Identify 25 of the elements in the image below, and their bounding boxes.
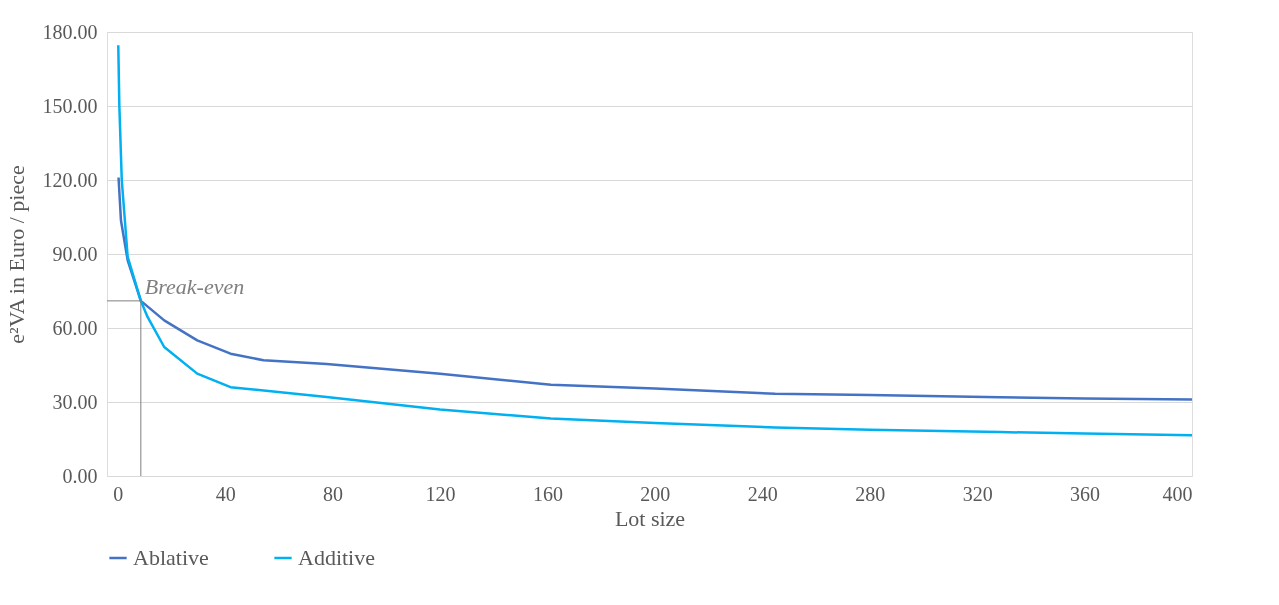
y-tick-label: 90.00 (52, 242, 98, 265)
x-tick-label: 280 (855, 482, 886, 505)
x-tick-label: 120 (425, 482, 456, 505)
x-tick-label: 40 (215, 482, 236, 505)
x-tick-label: 320 (962, 482, 993, 505)
x-tick-label: 360 (1070, 482, 1101, 505)
y-tick-label: 60.00 (52, 316, 98, 339)
annotation: Break-even (144, 273, 245, 299)
y-tick-label: 120.00 (42, 168, 98, 191)
x-tick-label: 160 (532, 482, 563, 505)
x-tick-label: 0 (113, 482, 124, 505)
y-axis-title: e²VA in Euro / piece (3, 165, 29, 344)
y-tick-label: 180.00 (42, 20, 98, 43)
x-axis-title: Lot size (614, 505, 686, 531)
x-tick-label: 400 (1162, 482, 1193, 505)
line-series (117, 44, 1192, 437)
y-tick-label: 0.00 (62, 464, 98, 487)
line-series (117, 176, 1192, 401)
x-tick-label: 80 (323, 482, 344, 505)
legend-label: Ablative (133, 545, 209, 570)
legend-label: Additive (298, 545, 375, 570)
x-tick-label: 240 (747, 482, 778, 505)
x-tick-label: 200 (640, 482, 671, 505)
y-tick-label: 150.00 (42, 94, 98, 117)
y-tick-label: 30.00 (52, 390, 98, 413)
